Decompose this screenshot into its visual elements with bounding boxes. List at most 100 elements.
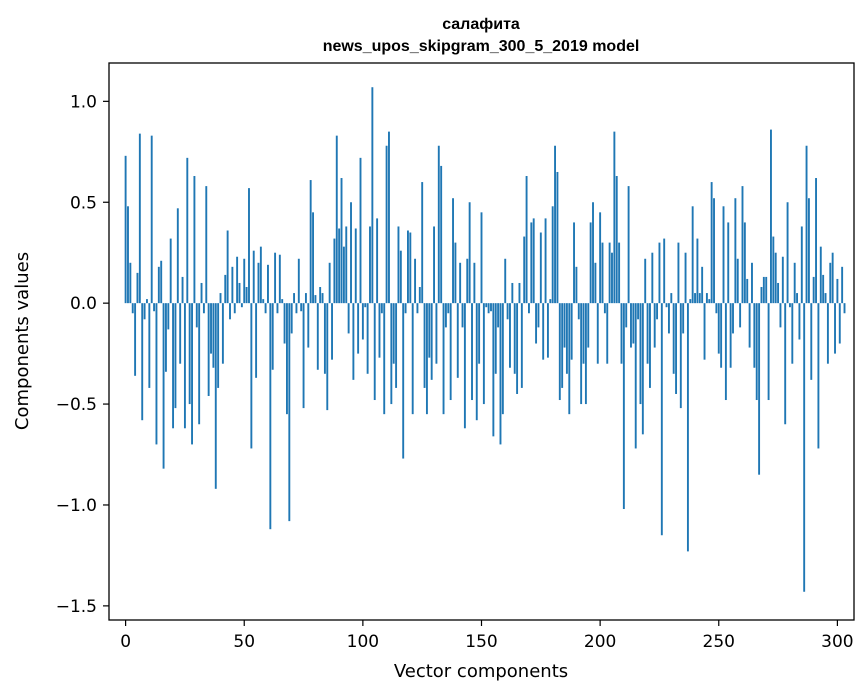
bar — [226, 230, 229, 304]
bar — [656, 303, 659, 320]
bar — [397, 226, 400, 304]
bar — [395, 303, 398, 388]
bar — [129, 262, 132, 304]
bar — [252, 250, 255, 304]
bar — [390, 303, 393, 405]
bar — [679, 303, 682, 409]
bar — [383, 303, 386, 415]
bar — [632, 303, 635, 344]
bar — [264, 303, 267, 314]
bar — [573, 222, 575, 304]
bar — [720, 303, 723, 368]
bar — [532, 218, 535, 304]
bar — [649, 303, 651, 388]
bar — [599, 212, 602, 304]
bar — [490, 303, 492, 312]
bar — [494, 303, 497, 374]
bar — [444, 303, 447, 328]
bar — [615, 176, 618, 304]
bar — [480, 212, 483, 304]
bar — [482, 303, 485, 405]
x-tick-label: 200 — [584, 632, 616, 652]
bar — [207, 303, 210, 396]
bar — [179, 303, 182, 364]
y-tick-label: −1.5 — [56, 597, 97, 617]
bar — [364, 303, 367, 308]
bar — [641, 303, 644, 435]
bar — [369, 226, 371, 304]
bar — [238, 282, 241, 304]
bar — [463, 303, 466, 429]
chart-subtitle: news_upos_skipgram_300_5_2019 model — [323, 38, 640, 55]
bar — [658, 242, 661, 304]
bar — [660, 303, 663, 536]
bar — [838, 303, 841, 344]
bar — [153, 303, 156, 312]
bar — [278, 254, 281, 304]
bar — [319, 287, 322, 304]
bar — [248, 188, 250, 304]
bar — [777, 282, 780, 304]
bar — [516, 303, 519, 394]
bar — [767, 303, 770, 401]
bar — [815, 178, 817, 304]
bar — [603, 303, 606, 314]
bar — [509, 303, 511, 368]
bar — [563, 303, 566, 348]
bar — [841, 266, 844, 304]
bar — [290, 303, 293, 334]
bar — [335, 135, 338, 304]
bar — [584, 303, 587, 405]
bar — [143, 303, 146, 320]
bar — [255, 303, 258, 378]
y-axis-label: Components values — [12, 252, 33, 430]
bar — [471, 303, 473, 401]
bar — [307, 303, 310, 348]
bar — [473, 262, 476, 304]
bar — [404, 303, 407, 314]
bar — [539, 232, 542, 304]
bar — [634, 303, 637, 449]
bar — [456, 303, 459, 378]
bar — [174, 303, 177, 409]
bar — [513, 303, 516, 374]
bar — [739, 303, 742, 328]
bar — [295, 303, 298, 314]
bar — [286, 303, 288, 415]
bar — [172, 303, 175, 429]
bar — [762, 276, 765, 304]
bar — [710, 182, 713, 304]
bar — [824, 293, 827, 304]
bar — [810, 303, 813, 380]
y-tick-label: 0.5 — [70, 193, 97, 213]
bar — [691, 206, 694, 304]
bar — [665, 303, 668, 308]
bar — [551, 206, 554, 304]
bar — [385, 145, 388, 304]
bar — [556, 171, 559, 304]
bar — [468, 202, 471, 304]
bar — [646, 303, 649, 364]
bar — [487, 303, 490, 314]
bar — [558, 303, 561, 401]
bar — [565, 303, 568, 374]
bar — [575, 266, 578, 304]
bar — [485, 303, 488, 308]
bar — [791, 303, 794, 364]
x-axis-label: Vector components — [394, 661, 568, 682]
bar — [293, 293, 296, 304]
bar — [141, 303, 144, 421]
bar — [686, 303, 689, 552]
bar — [257, 262, 260, 304]
bar — [772, 236, 775, 304]
bar — [625, 303, 628, 328]
bar — [589, 222, 592, 304]
bar — [449, 303, 452, 401]
bar — [236, 256, 239, 304]
bar — [411, 303, 414, 415]
bar — [784, 303, 787, 425]
bar — [743, 222, 746, 304]
bar — [321, 293, 324, 304]
